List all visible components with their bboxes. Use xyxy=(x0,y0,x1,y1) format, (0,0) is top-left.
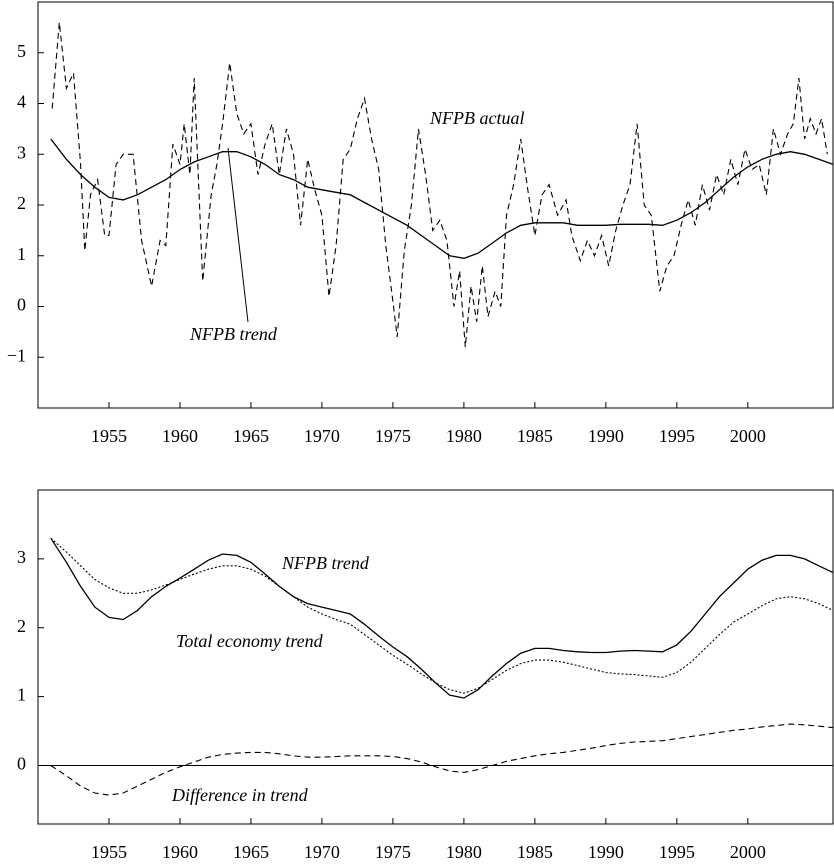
series-line xyxy=(50,537,834,694)
plot-frame xyxy=(37,489,834,825)
x-tick-label: 1955 xyxy=(91,842,127,862)
y-tick-label: 0 xyxy=(17,295,26,315)
y-tick-label: 1 xyxy=(17,685,26,705)
x-tick-label: 1995 xyxy=(659,842,695,862)
y-tick-label: 2 xyxy=(17,616,26,636)
series-line xyxy=(51,22,828,348)
x-tick-label: 1965 xyxy=(233,842,269,862)
y-tick-label: 4 xyxy=(17,92,26,112)
y-tick-label: 2 xyxy=(17,193,26,213)
series-line xyxy=(50,723,834,796)
y-tick-label: 0 xyxy=(17,754,26,774)
annotation: Total economy trend xyxy=(176,631,324,651)
x-tick-label: 1970 xyxy=(304,842,340,862)
annotation: NFPB trend xyxy=(189,324,278,344)
x-tick-label: 2000 xyxy=(730,842,766,862)
x-tick-label: 1990 xyxy=(588,426,624,446)
x-tick-label: 1985 xyxy=(517,842,553,862)
x-tick-label: 1960 xyxy=(162,842,198,862)
x-tick-label: 1980 xyxy=(446,842,482,862)
y-tick-label: 1 xyxy=(17,244,26,264)
x-tick-label: 1980 xyxy=(446,426,482,446)
annotation: NFPB actual xyxy=(429,108,524,128)
x-tick-label: 1995 xyxy=(659,426,695,446)
series-line xyxy=(50,537,834,699)
x-tick-label: 1990 xyxy=(588,842,624,862)
x-tick-label: 1985 xyxy=(517,426,553,446)
y-tick-label: 3 xyxy=(17,142,26,162)
x-tick-label: 1975 xyxy=(375,426,411,446)
x-tick-label: 1975 xyxy=(375,842,411,862)
series-line xyxy=(50,138,834,259)
y-tick-label: 3 xyxy=(17,547,26,567)
x-tick-label: 1965 xyxy=(233,426,269,446)
leader-line xyxy=(227,147,249,323)
plot-frame xyxy=(37,1,834,409)
x-tick-label: 1955 xyxy=(91,426,127,446)
annotation: NFPB trend xyxy=(281,553,370,573)
x-tick-label: 2000 xyxy=(730,426,766,446)
y-tick-label: 5 xyxy=(17,41,26,61)
x-tick-label: 1970 xyxy=(304,426,340,446)
y-tick-label: −1 xyxy=(7,345,26,365)
x-tick-label: 1960 xyxy=(162,426,198,446)
annotation: Difference in trend xyxy=(171,785,309,805)
